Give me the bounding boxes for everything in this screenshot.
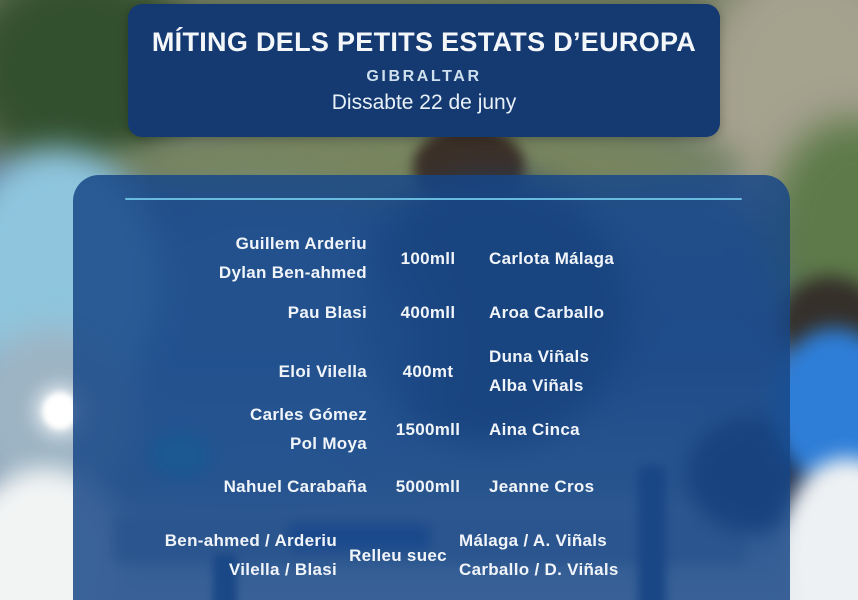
athlete-name: Jeanne Cros [489, 477, 595, 496]
athlete-name: Carles Gómez [250, 405, 367, 424]
athletes-left: Pau Blasi [73, 298, 367, 327]
athletes-left: Ben-ahmed / Arderiu Vilella / Blasi [43, 526, 337, 584]
athletes-left: Guillem Arderiu Dylan Ben-ahmed [73, 229, 367, 287]
athletes-left: Carles Gómez Pol Moya [73, 400, 367, 458]
date-label: Dissabte 22 de juny [331, 91, 517, 114]
event-label: 1500mll [395, 419, 461, 439]
athlete-name: Carlota Málaga [489, 248, 615, 268]
athlete-name: Pol Moya [289, 434, 367, 453]
athletes-left: Eloi Vilella [73, 357, 367, 386]
athlete-name: Nahuel Carabaña [223, 477, 367, 496]
event-label: 400mt [402, 361, 454, 381]
event-label: 5000mll [395, 477, 461, 496]
relay-team: Málaga / A. Viñals [459, 531, 608, 550]
schedule-panel: Guillem Arderiu Dylan Ben-ahmed 100mll C… [73, 175, 790, 600]
athlete-name: Aina Cinca [489, 419, 580, 439]
schedule-row: Ben-ahmed / Arderiu Vilella / Blasi Rell… [43, 526, 760, 584]
athlete-name: Dylan Ben-ahmed [218, 263, 367, 282]
light-bulb [42, 392, 78, 430]
event-label: 100mll [400, 248, 456, 268]
athlete-name: Eloi Vilella [278, 361, 367, 381]
athlete-name: Duna Viñals [489, 347, 590, 366]
athletes-right: Jeanne Cros [489, 472, 790, 501]
schedule-row: Guillem Arderiu Dylan Ben-ahmed 100mll C… [73, 229, 790, 287]
page-title: MÍTING DELS PETITS ESTATS D’EUROPA [151, 27, 697, 57]
athletes-right: Aroa Carballo [489, 298, 790, 327]
event-label: Relleu suec [349, 545, 447, 565]
athletes-right: Duna Viñals Alba Viñals [489, 342, 790, 400]
event-label: 400mll [400, 303, 456, 322]
relay-team: Ben-ahmed / Arderiu [164, 531, 337, 550]
athletes-right: Aina Cinca [489, 415, 790, 444]
athlete-name: Aroa Carballo [489, 303, 605, 322]
schedule-row: Eloi Vilella 400mt Duna Viñals Alba Viña… [73, 342, 790, 400]
athletes-left: Nahuel Carabaña [73, 472, 367, 501]
header-card: MÍTING DELS PETITS ESTATS D’EUROPA GIBRA… [128, 4, 720, 137]
athlete-name: Guillem Arderiu [235, 234, 367, 253]
athlete-name: Pau Blasi [287, 303, 367, 322]
schedule-row: Pau Blasi 400mll Aroa Carballo [73, 298, 790, 327]
athlete-name: Alba Viñals [489, 376, 584, 395]
athletes-right: Málaga / A. Viñals Carballo / D. Viñals [459, 526, 760, 584]
location-label: GIBRALTAR [366, 68, 482, 85]
schedule-row: Carles Gómez Pol Moya 1500mll Aina Cinca [73, 400, 790, 458]
relay-team: Carballo / D. Viñals [459, 560, 619, 579]
athletes-right: Carlota Málaga [489, 244, 790, 273]
divider-line [125, 198, 742, 200]
relay-team: Vilella / Blasi [228, 560, 337, 579]
schedule-row: Nahuel Carabaña 5000mll Jeanne Cros [73, 472, 790, 501]
